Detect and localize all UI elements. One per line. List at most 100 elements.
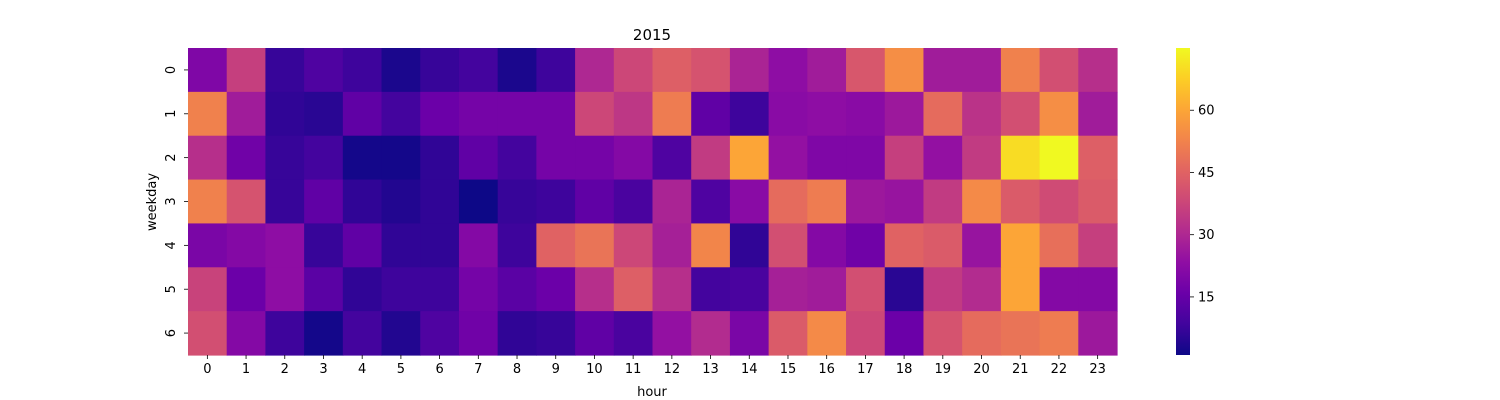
heatmap-cell bbox=[691, 223, 731, 268]
heatmap-cell bbox=[536, 267, 576, 312]
heatmap-cell bbox=[884, 223, 925, 268]
heatmap-cell bbox=[304, 179, 344, 225]
heatmap-cell bbox=[962, 223, 1002, 268]
heatmap-cell bbox=[846, 91, 886, 137]
heatmap-cell bbox=[691, 48, 731, 93]
x-tick-label: 13 bbox=[702, 362, 719, 377]
heatmap-cell bbox=[652, 267, 692, 312]
heatmap-cell bbox=[884, 179, 925, 225]
heatmap-cell bbox=[807, 48, 847, 93]
heatmap-cell bbox=[458, 267, 499, 312]
heatmap-cell bbox=[691, 267, 731, 312]
x-tick-label: 6 bbox=[435, 362, 443, 377]
heatmap-cell bbox=[884, 267, 925, 312]
y-tick-label: 1 bbox=[164, 110, 179, 118]
heatmap-cell bbox=[342, 48, 383, 93]
heatmap-cell bbox=[536, 135, 576, 181]
heatmap-cell bbox=[458, 311, 499, 356]
heatmap-cell bbox=[420, 48, 460, 93]
heatmap-cell bbox=[420, 179, 460, 225]
heatmap-cell bbox=[1039, 135, 1079, 181]
y-tick-label: 2 bbox=[164, 154, 179, 162]
heatmap-cell bbox=[188, 135, 228, 181]
heatmap-cell bbox=[884, 135, 925, 181]
heatmap-cell bbox=[420, 311, 460, 356]
x-axis-ticks: 0 1 2 3 4 5 6 7 8 9 10 11 12 13 14 15 16 17 18 19 20 21 22 23 bbox=[203, 355, 1106, 377]
heatmap-cell bbox=[729, 91, 770, 137]
x-tick-label: 16 bbox=[818, 362, 835, 377]
heatmap-cell bbox=[1000, 91, 1041, 137]
heatmap-cell bbox=[381, 48, 421, 93]
colorbar-tick-label: 60 bbox=[1198, 104, 1215, 119]
heatmap-cell bbox=[420, 267, 460, 312]
heatmap-cell bbox=[1039, 223, 1079, 268]
heatmap-cell bbox=[768, 179, 808, 225]
heatmap-cell bbox=[729, 135, 770, 181]
heatmap-cell bbox=[923, 179, 963, 225]
heatmap-cell bbox=[188, 223, 228, 268]
heatmap-cell bbox=[458, 48, 499, 93]
heatmap-cell bbox=[652, 223, 692, 268]
heatmap-cell bbox=[226, 135, 267, 181]
x-tick-label: 11 bbox=[625, 362, 642, 377]
heatmap-cell bbox=[1078, 311, 1118, 356]
heatmap-cell bbox=[613, 48, 654, 93]
heatmap-cell bbox=[768, 267, 808, 312]
heatmap-cell bbox=[691, 135, 731, 181]
heatmap-cell bbox=[846, 135, 886, 181]
x-tick-label: 17 bbox=[857, 362, 874, 377]
heatmap-cell bbox=[1078, 223, 1118, 268]
x-tick-label: 20 bbox=[973, 362, 990, 377]
heatmap-cell bbox=[536, 311, 576, 356]
heatmap-cell bbox=[1039, 311, 1079, 356]
heatmap-cell bbox=[497, 223, 537, 268]
heatmap-cell bbox=[807, 311, 847, 356]
heatmap-cell bbox=[729, 223, 770, 268]
heatmap-cell bbox=[1000, 48, 1041, 93]
heatmap-cell bbox=[691, 91, 731, 137]
heatmap-cell bbox=[575, 48, 615, 93]
heatmap-cell bbox=[807, 179, 847, 225]
heatmap-cell bbox=[923, 311, 963, 356]
heatmap-cell bbox=[304, 311, 344, 356]
heatmap-cell bbox=[884, 48, 925, 93]
heatmap-cell bbox=[226, 267, 267, 312]
heatmap-cell bbox=[652, 91, 692, 137]
heatmap-cell bbox=[536, 48, 576, 93]
x-tick-label: 1 bbox=[242, 362, 250, 377]
heatmap-cell bbox=[342, 311, 383, 356]
heatmap-cell bbox=[962, 179, 1002, 225]
heatmap-cell bbox=[691, 311, 731, 356]
heatmap-cell bbox=[226, 91, 267, 137]
heatmap-cell bbox=[381, 179, 421, 225]
heatmap-cell bbox=[381, 311, 421, 356]
x-tick-label: 9 bbox=[552, 362, 560, 377]
heatmap-cell bbox=[342, 179, 383, 225]
heatmap-cell bbox=[265, 223, 305, 268]
heatmap-cell bbox=[846, 48, 886, 93]
heatmap-cell bbox=[536, 91, 576, 137]
heatmap-cell bbox=[613, 267, 654, 312]
heatmap-cell bbox=[188, 91, 228, 137]
heatmap-cell bbox=[768, 311, 808, 356]
heatmap-cell bbox=[342, 135, 383, 181]
heatmap-cell bbox=[226, 48, 267, 93]
heatmap-cell bbox=[575, 267, 615, 312]
heatmap-cell bbox=[1039, 48, 1079, 93]
heatmap-cell bbox=[497, 91, 537, 137]
heatmap-cell bbox=[1039, 179, 1079, 225]
colorbar-tick-label: 30 bbox=[1198, 228, 1215, 243]
heatmap-cell bbox=[962, 135, 1002, 181]
heatmap-cell bbox=[613, 311, 654, 356]
heatmap-cell bbox=[381, 135, 421, 181]
colorbar bbox=[1176, 48, 1190, 355]
heatmap-cell bbox=[304, 91, 344, 137]
heatmap-cell bbox=[1078, 179, 1118, 225]
heatmap-cell bbox=[846, 223, 886, 268]
y-tick-label: 3 bbox=[164, 197, 179, 205]
colorbar-ticks: 15 30 45 60 bbox=[1190, 104, 1215, 305]
x-tick-label: 2 bbox=[281, 362, 289, 377]
x-axis-label: hour bbox=[637, 385, 667, 400]
heatmap-cell bbox=[962, 267, 1002, 312]
x-tick-label: 0 bbox=[203, 362, 211, 377]
